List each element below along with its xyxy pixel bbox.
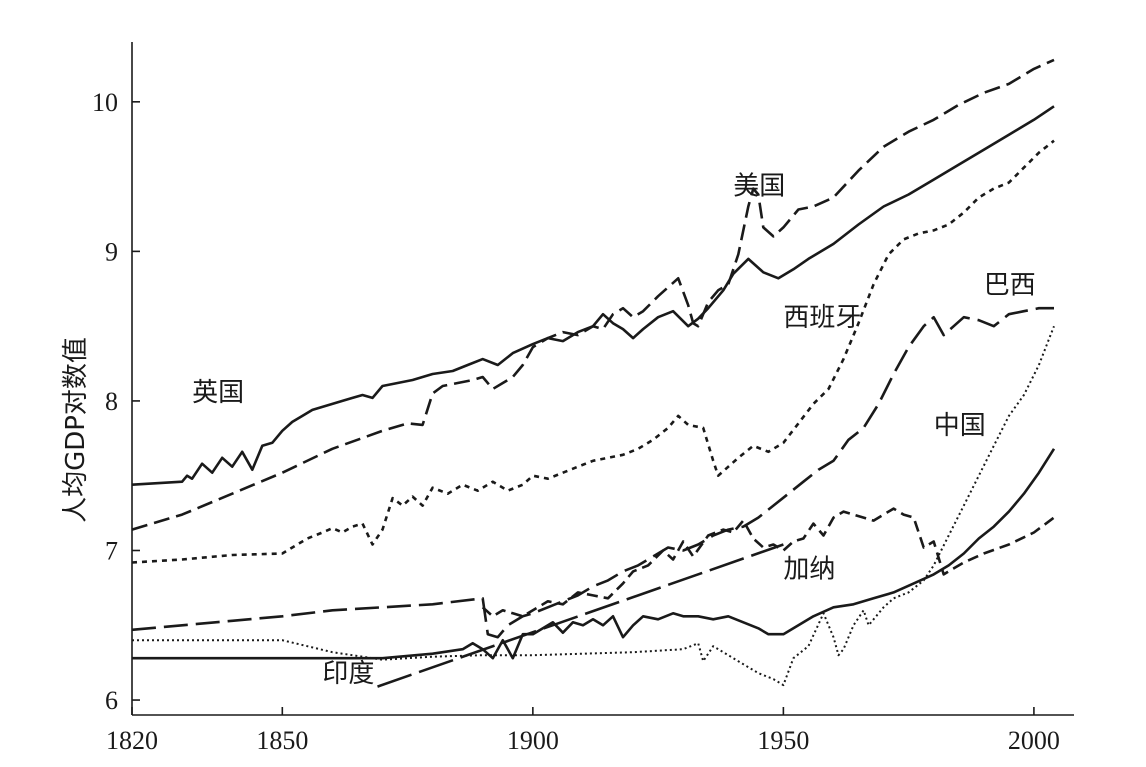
series-label-印度: 印度: [322, 659, 374, 689]
y-tick-label-6: 6: [105, 686, 118, 715]
y-tick-label-10: 10: [92, 88, 118, 117]
y-axis-label: 人均GDP对数值: [61, 337, 91, 523]
axes: 1820 1850 1900 1950 2000 6 7 8 9 10: [92, 42, 1074, 755]
series-group: [131, 58, 1056, 688]
series-line-中国: [132, 325, 1055, 687]
series-label-英国: 英国: [192, 378, 244, 408]
series-line-印度: [132, 448, 1056, 660]
series-line-西班牙: [131, 139, 1055, 564]
series-label-美国: 美国: [733, 172, 785, 202]
series-label-巴西: 巴西: [984, 270, 1036, 300]
series-label-西班牙: 西班牙: [783, 303, 861, 333]
x-tick-label-1850: 1850: [256, 726, 308, 755]
y-tick-label-7: 7: [105, 536, 118, 565]
series-label-中国: 中国: [934, 411, 986, 441]
series-line-unnamed-7: [377, 543, 784, 688]
series-line-巴西: [131, 306, 1054, 639]
x-tick-label-2000: 2000: [1008, 726, 1060, 755]
series-label-加纳: 加纳: [783, 554, 835, 584]
series-line-美国: [131, 58, 1055, 531]
series-line-加纳: [481, 507, 1055, 618]
y-tick-label-9: 9: [105, 237, 118, 266]
series-line-英国: [131, 105, 1055, 486]
x-tick-label-1820: 1820: [106, 726, 158, 755]
x-tick-label-1900: 1900: [507, 726, 559, 755]
x-tick-label-1950: 1950: [757, 726, 809, 755]
y-tick-label-8: 8: [105, 387, 118, 416]
